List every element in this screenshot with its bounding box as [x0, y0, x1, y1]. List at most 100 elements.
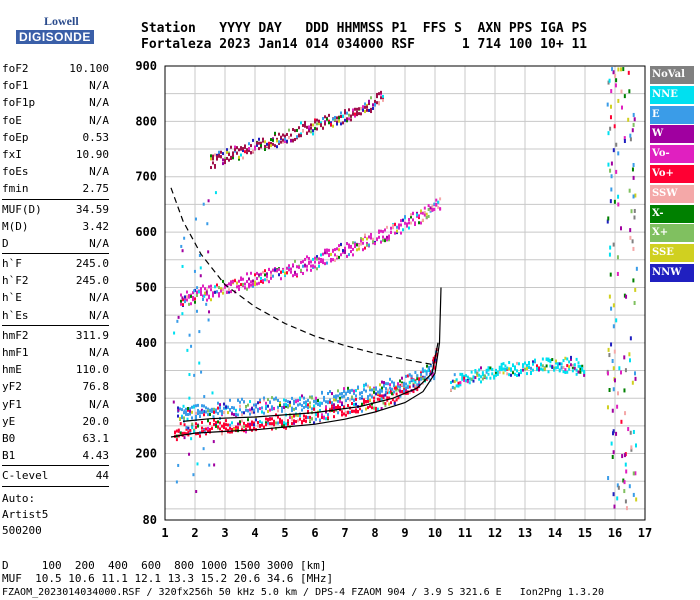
- echo-mark: [277, 415, 279, 419]
- echo-mark: [520, 369, 522, 373]
- echo-mark: [245, 405, 247, 409]
- echo-mark: [305, 419, 307, 423]
- echo-mark: [371, 395, 373, 399]
- echo-mark: [249, 427, 251, 431]
- echo-mark: [526, 366, 528, 370]
- echo-mark: [333, 415, 335, 419]
- echo-mark: [553, 366, 556, 370]
- echo-mark: [333, 403, 335, 407]
- echo-mark: [412, 211, 414, 215]
- echo-mark: [247, 422, 249, 426]
- echo-mark: [583, 369, 586, 373]
- echo-mark: [384, 239, 386, 243]
- echo-mark: [199, 411, 201, 415]
- echo-mark: [327, 416, 329, 420]
- stray-echo-mark: [193, 373, 196, 377]
- noise-mark: [623, 480, 626, 485]
- echo-mark: [388, 402, 391, 406]
- echo-mark: [315, 401, 317, 405]
- echo-mark: [241, 413, 243, 417]
- stray-echo-mark: [199, 274, 202, 278]
- echo-mark: [344, 111, 346, 115]
- param-row: B0 63.1: [2, 430, 109, 447]
- echo-mark: [193, 428, 196, 432]
- stray-echo-mark: [192, 405, 195, 409]
- echo-mark: [260, 280, 262, 284]
- echo-mark: [553, 368, 556, 372]
- echo-mark: [451, 379, 454, 383]
- echo-mark: [224, 161, 226, 165]
- echo-mark: [414, 221, 416, 225]
- echo-mark: [315, 413, 317, 417]
- echo-mark: [180, 293, 182, 297]
- echo-mark: [281, 406, 283, 410]
- echo-mark: [339, 406, 341, 410]
- param-row: hmF2 311.9: [2, 327, 109, 344]
- echo-mark: [292, 274, 294, 278]
- echo-mark: [344, 118, 346, 122]
- echo-mark: [246, 280, 248, 284]
- echo-mark: [268, 143, 270, 147]
- noise-mark: [620, 67, 623, 72]
- echo-mark: [249, 408, 251, 412]
- noise-mark: [621, 105, 624, 110]
- stray-echo-mark: [207, 199, 210, 203]
- echo-mark: [373, 390, 375, 394]
- echo-mark: [244, 282, 246, 286]
- echo-mark: [209, 409, 211, 413]
- echo-mark: [276, 137, 278, 141]
- echo-mark: [502, 362, 505, 366]
- y-tick-label: 600: [135, 225, 157, 239]
- noise-mark: [632, 112, 635, 117]
- stray-echo-mark: [186, 348, 189, 352]
- echo-mark: [206, 298, 208, 302]
- noise-mark: [611, 67, 614, 72]
- echo-mark: [271, 407, 273, 411]
- echo-mark: [316, 255, 318, 259]
- echo-mark: [343, 387, 345, 391]
- echo-mark: [261, 406, 263, 410]
- echo-mark: [360, 239, 362, 243]
- echo-mark: [220, 289, 222, 293]
- echo-mark: [495, 373, 497, 377]
- param-value: 4.43: [82, 449, 110, 463]
- echo-mark: [434, 360, 437, 364]
- echo-mark: [337, 411, 339, 415]
- echo-mark: [425, 372, 428, 376]
- echo-mark: [397, 384, 399, 388]
- echo-mark: [305, 416, 307, 420]
- echo-mark: [376, 92, 378, 96]
- echo-mark: [318, 257, 320, 261]
- noise-mark: [632, 429, 635, 434]
- echo-mark: [364, 102, 366, 106]
- echo-mark: [294, 272, 296, 276]
- x-tick-label: 12: [488, 526, 502, 540]
- echo-mark: [370, 236, 372, 240]
- echo-mark: [229, 398, 231, 402]
- echo-mark: [414, 222, 416, 226]
- echo-mark: [583, 373, 586, 377]
- echo-mark: [351, 410, 353, 414]
- echo-mark: [395, 392, 398, 396]
- echo-mark: [191, 424, 194, 428]
- stray-echo-mark: [188, 452, 191, 456]
- echo-mark: [240, 147, 242, 151]
- echo-mark: [270, 138, 272, 142]
- echo-mark: [222, 158, 224, 162]
- echo-mark: [244, 286, 246, 290]
- echo-mark: [338, 116, 340, 120]
- echo-mark: [342, 250, 344, 254]
- stray-echo-mark: [195, 490, 198, 494]
- echo-mark: [528, 362, 530, 366]
- echo-mark: [269, 408, 271, 412]
- noise-mark: [610, 342, 613, 347]
- echo-mark: [243, 400, 245, 404]
- y-tick-label: 400: [135, 336, 157, 350]
- echo-mark: [414, 380, 417, 384]
- echo-mark: [294, 259, 296, 263]
- echo-mark: [226, 156, 228, 160]
- echo-mark: [185, 412, 187, 416]
- echo-mark: [372, 237, 374, 241]
- echo-mark: [303, 418, 305, 422]
- echo-mark: [297, 413, 299, 417]
